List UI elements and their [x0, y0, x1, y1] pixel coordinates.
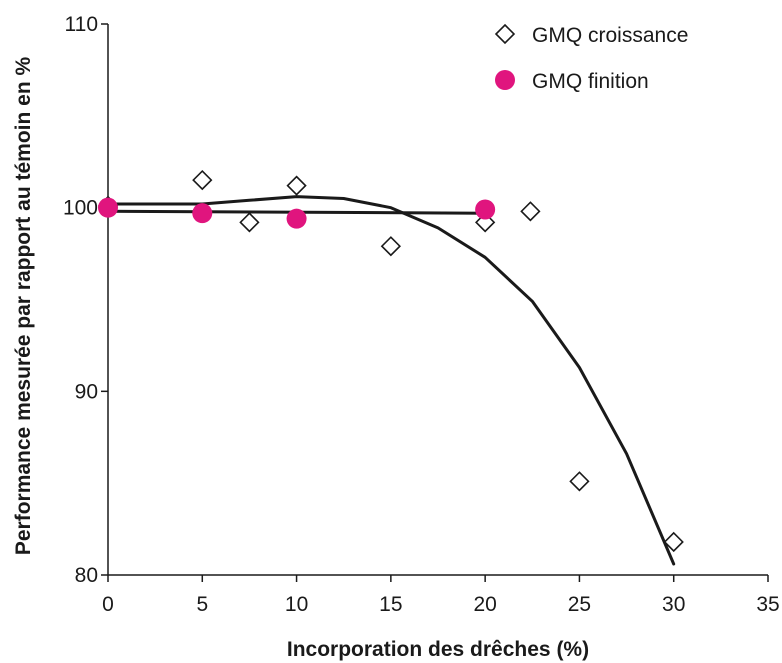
point-gmq-finition: [98, 197, 118, 218]
point-gmq-croissance: [569, 471, 590, 492]
point-gmq-finition: [192, 203, 213, 224]
y-tick-label: 90: [75, 380, 98, 403]
x-tick-label: 20: [473, 593, 496, 616]
point-gmq-croissance: [520, 201, 541, 222]
legend-label: GMQ croissance: [532, 24, 688, 47]
legend: GMQ croissance GMQ finition: [494, 23, 688, 93]
x-tick-label: 10: [285, 593, 308, 616]
y-tick-label: 80: [75, 564, 98, 587]
legend-marker-gmq-croissance: [494, 23, 516, 45]
point-gmq-croissance: [286, 175, 307, 196]
x-tick-label: 25: [568, 593, 591, 616]
x-tick-label: 0: [102, 593, 114, 616]
point-gmq-finition: [475, 199, 496, 220]
tick-labels: 0 5 10 15 20 25 30 35 80 90 100 110: [63, 13, 780, 616]
point-gmq-croissance: [663, 531, 684, 553]
trendline-1: [106, 195, 676, 566]
point-gmq-finition: [286, 208, 307, 229]
x-tick-label: 35: [756, 593, 779, 616]
legend-label: GMQ finition: [532, 70, 649, 93]
x-tick-label: 15: [379, 593, 402, 616]
point-gmq-croissance: [192, 169, 213, 191]
point-gmq-croissance: [239, 212, 260, 233]
y-axis-title: Performance mesurée par rapport au témoi…: [12, 57, 35, 556]
x-axis-title: Incorporation des drêches (%): [287, 638, 589, 661]
y-tick-label: 110: [65, 13, 98, 36]
legend-marker-gmq-finition: [495, 70, 515, 90]
point-gmq-croissance: [380, 236, 401, 257]
x-tick-label: 30: [662, 593, 685, 616]
x-tick-label: 5: [196, 593, 208, 616]
markers: [97, 169, 684, 553]
y-tick-label: 100: [63, 197, 98, 220]
axes: [101, 23, 769, 582]
